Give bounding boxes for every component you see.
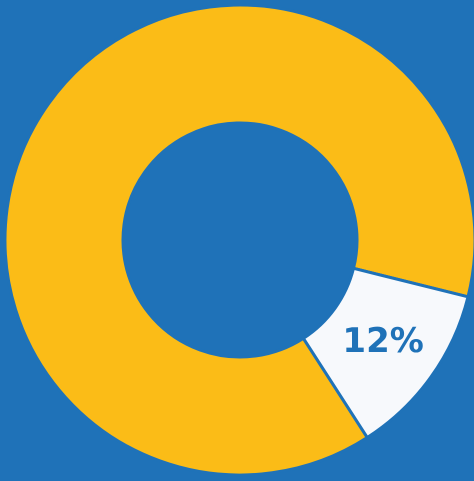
slice-label: 12% (342, 321, 423, 361)
donut-slice (3, 3, 474, 477)
donut-slice (301, 266, 470, 440)
